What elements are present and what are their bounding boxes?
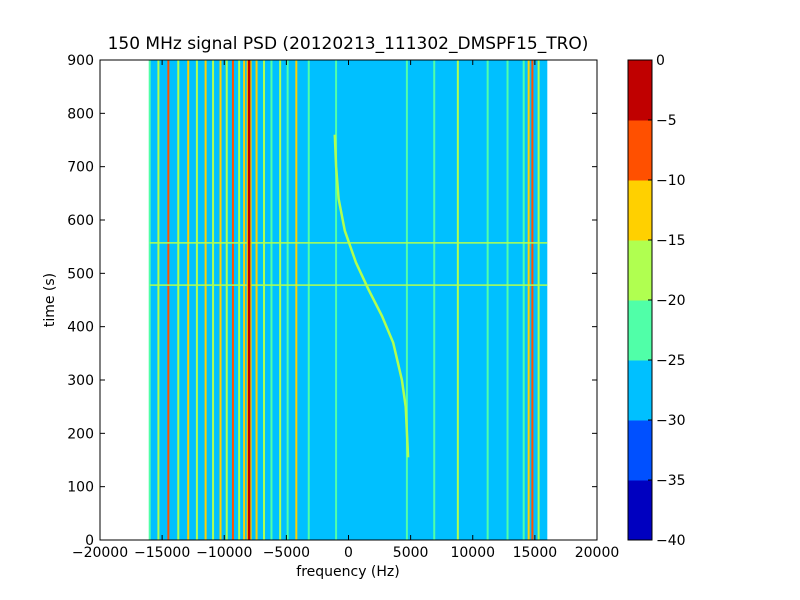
plot-area <box>99 59 598 541</box>
x-tick-label: −10000 <box>196 545 252 561</box>
x-tick-label: 15000 <box>513 545 558 561</box>
x-tick-label: −20000 <box>72 545 128 561</box>
heatmap <box>148 60 548 540</box>
colorbar-tick-label: −25 <box>656 353 686 369</box>
chart-title: 150 MHz signal PSD (20120213_111302_DMSP… <box>108 34 589 54</box>
x-axis: −20000 −15000 −10000 −5000 0 5000 10000 15000 20… <box>72 60 619 561</box>
y-tick-label: 900 <box>67 53 94 69</box>
y-tick-label: 200 <box>67 426 94 442</box>
colorbar-tick-label: 0 <box>656 53 665 69</box>
y-tick-label: 800 <box>67 106 94 122</box>
x-axis-label: frequency (Hz) <box>296 564 399 580</box>
y-tick-label: 100 <box>67 480 94 496</box>
y-tick-label: 700 <box>67 160 94 176</box>
y-tick-label: 0 <box>85 533 94 549</box>
colorbar-segment <box>628 480 652 541</box>
heatmap-background <box>149 60 548 540</box>
y-axis-label: time (s) <box>42 273 58 327</box>
y-axis: 0 100 200 300 400 500 600 700 800 900 <box>67 53 597 549</box>
colorbar-segment <box>628 60 652 121</box>
colorbar-tick-label: −20 <box>656 293 686 309</box>
x-tick-label: −5000 <box>263 545 310 561</box>
x-tick-label: 0 <box>344 545 353 561</box>
doppler-curve <box>333 134 410 458</box>
colorbar-tick-label: −15 <box>656 233 686 249</box>
colorbar-segment <box>628 300 652 361</box>
colorbar-segment <box>628 120 652 181</box>
x-tick-label: 20000 <box>575 545 620 561</box>
colorbar-tick-label: −5 <box>656 113 677 129</box>
y-tick-label: 400 <box>67 320 94 336</box>
colorbar: −40 −35 −30 −25 −20 −15 −10 −5 0 <box>627 53 686 549</box>
y-tick-label: 500 <box>67 266 94 282</box>
colorbar-segment <box>628 240 652 301</box>
x-tick-label: 10000 <box>450 545 495 561</box>
x-tick-label: −15000 <box>134 545 190 561</box>
colorbar-tick-label: −10 <box>656 173 686 189</box>
colorbar-tick-label: −35 <box>656 473 686 489</box>
colorbar-tick-label: −30 <box>656 413 686 429</box>
y-tick-label: 300 <box>67 373 94 389</box>
x-tick-label: 5000 <box>393 545 429 561</box>
y-tick-label: 600 <box>67 213 94 229</box>
colorbar-segment <box>628 360 652 421</box>
colorbar-segment <box>628 180 652 241</box>
colorbar-segment <box>628 420 652 481</box>
colorbar-tick-label: −40 <box>656 533 686 549</box>
